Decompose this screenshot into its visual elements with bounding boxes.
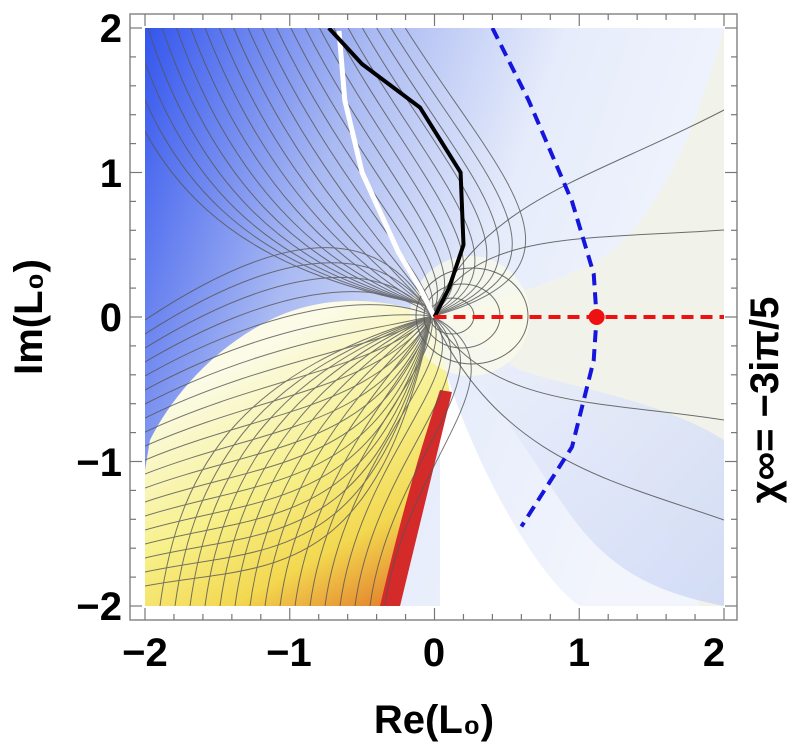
contour-line xyxy=(233,28,433,311)
contour-line xyxy=(145,315,433,419)
contour-line xyxy=(264,315,433,606)
contour-line xyxy=(145,315,433,531)
y-tick-label: 1 xyxy=(100,152,122,196)
warm-lobe xyxy=(145,300,450,606)
contour-line xyxy=(145,98,433,307)
contour-line xyxy=(234,315,433,606)
contour-line xyxy=(219,315,433,606)
x-axis-label: Re(L₀) xyxy=(374,698,494,742)
contour-line xyxy=(376,28,500,316)
contour-line xyxy=(145,315,433,559)
contour-line xyxy=(261,28,433,312)
x-tick-label: −2 xyxy=(122,631,168,675)
contour-line xyxy=(145,130,433,307)
contour-line xyxy=(276,28,434,313)
contour-line xyxy=(247,28,433,312)
lower-blue-region xyxy=(445,330,724,606)
contour-line xyxy=(369,315,462,606)
contour-line xyxy=(145,304,433,377)
contour-line xyxy=(319,28,454,314)
contour-line xyxy=(145,315,433,517)
contour-line xyxy=(190,28,433,310)
black-curve xyxy=(327,28,466,318)
contour-line xyxy=(279,315,433,606)
contour-line xyxy=(347,28,476,315)
contour-line xyxy=(145,315,433,573)
contour-line xyxy=(145,60,433,308)
y-tick-label: −2 xyxy=(76,585,122,629)
contour-line xyxy=(176,28,433,309)
contour-lines xyxy=(145,28,527,606)
red-point-marker xyxy=(588,309,605,325)
contour-line xyxy=(384,315,472,606)
contour-line xyxy=(249,315,433,606)
y-axis-label: Im(L₀) xyxy=(7,259,51,375)
y-tick-label: 0 xyxy=(100,296,122,340)
contour-line xyxy=(309,315,433,606)
contour-line xyxy=(145,315,433,489)
chi-infinity-label: χ∞= −3iπ/5 xyxy=(743,297,787,504)
contour-line xyxy=(161,28,433,309)
x-tick-label: 2 xyxy=(703,631,725,675)
contour-line xyxy=(354,315,452,606)
contour-line xyxy=(145,314,433,391)
contour-line xyxy=(145,262,433,335)
origin-contours xyxy=(415,109,724,521)
contour-line xyxy=(145,277,433,349)
contour-line xyxy=(145,315,433,587)
contour-line xyxy=(145,291,433,363)
contour-line xyxy=(189,315,433,606)
plot-area xyxy=(145,28,724,606)
blue-dashed-curve xyxy=(490,28,599,528)
contour-line xyxy=(390,28,513,317)
tick-marks xyxy=(130,14,737,620)
contour-line xyxy=(145,247,433,321)
x-tick-label: 0 xyxy=(423,631,445,675)
contour-line xyxy=(145,315,433,447)
contour-line xyxy=(147,28,433,308)
contour-line xyxy=(339,315,444,606)
contour-line xyxy=(218,28,433,311)
contour-line xyxy=(333,28,465,315)
contour-line xyxy=(159,315,433,606)
contour-line xyxy=(204,315,433,606)
contour-line xyxy=(174,315,433,606)
contour-line xyxy=(145,315,433,405)
origin-halo xyxy=(410,256,530,376)
contour-line xyxy=(145,315,433,433)
y-tick-label: 2 xyxy=(100,7,122,51)
white-wedge xyxy=(432,318,580,606)
contour-line xyxy=(145,315,433,545)
contour-line xyxy=(290,28,438,313)
white-curve xyxy=(336,30,437,319)
x-tick-label: −1 xyxy=(266,631,312,675)
contour-line xyxy=(361,28,488,316)
y-tick-label: −1 xyxy=(76,441,122,485)
red-strip xyxy=(380,390,452,606)
x-tick-label: 1 xyxy=(568,631,590,675)
